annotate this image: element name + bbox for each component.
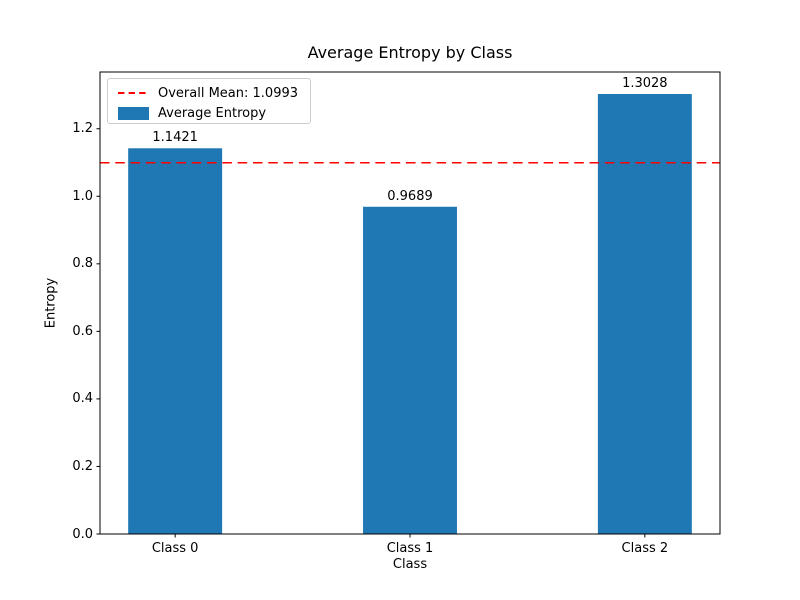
- legend-entry-average-entropy: Average Entropy: [108, 103, 310, 123]
- legend-label-average-entropy: Average Entropy: [158, 105, 267, 121]
- x-tick-label-0: Class 0: [151, 541, 199, 556]
- bar-class-0: [128, 148, 223, 535]
- y-tick-label-3: 0.6: [72, 323, 93, 339]
- bar-class-1: [363, 206, 457, 535]
- x-tick-label-1: Class 1: [386, 541, 434, 556]
- legend-label-overall-mean: Overall Mean: 1.0993: [158, 85, 299, 101]
- y-tick-label-6: 1.2: [72, 121, 93, 137]
- y-axis-label: Entropy: [43, 277, 59, 329]
- bar-patch-swatch-rect: [118, 106, 149, 120]
- legend: Overall Mean: 1.0993 Average Entropy: [107, 78, 311, 124]
- x-tick-label-2: Class 2: [621, 541, 669, 556]
- legend-entry-overall-mean: Overall Mean: 1.0993: [108, 83, 310, 103]
- chart-title: Average Entropy by Class: [307, 43, 513, 62]
- y-tick-label-5: 1.0: [72, 188, 93, 204]
- dashed-line-swatch: [118, 92, 149, 94]
- y-tick-label-1: 0.2: [72, 458, 93, 474]
- y-tick-label-4: 0.8: [72, 256, 93, 272]
- y-tick-label-0: 0.0: [72, 526, 93, 542]
- bar-class-2: [597, 94, 692, 535]
- bar-value-label-2: 1.3028: [622, 76, 668, 92]
- bar-patch-swatch: [118, 106, 149, 120]
- bar-value-label-0: 1.1421: [152, 130, 198, 146]
- y-tick-label-2: 0.4: [72, 391, 93, 407]
- x-axis-label: Class: [392, 557, 428, 572]
- bar-value-label-1: 0.9689: [387, 188, 433, 204]
